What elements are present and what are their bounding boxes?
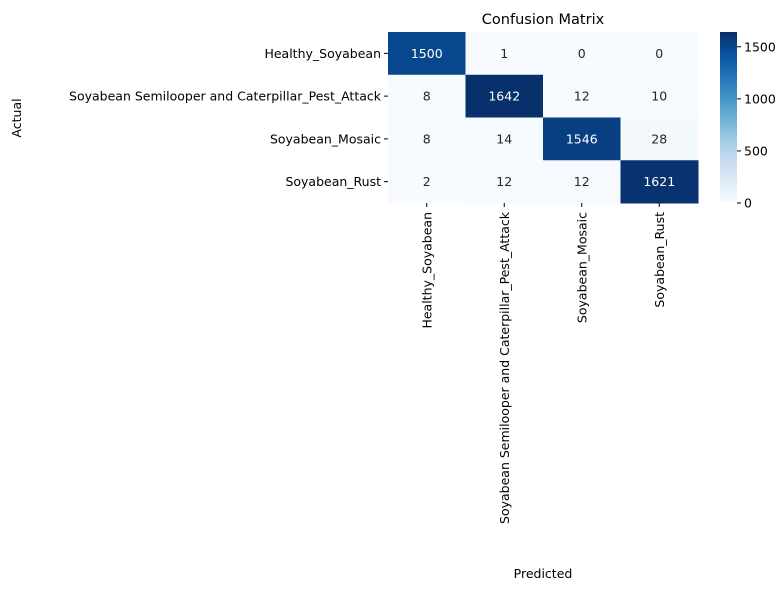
heatmap-cell <box>388 32 466 76</box>
cell-value-label: 28 <box>651 131 667 146</box>
cell-value-label: 12 <box>496 174 512 189</box>
cell-value-label: 1621 <box>643 174 675 189</box>
cell-value-label: 1642 <box>488 89 520 104</box>
cell-value-label: 2 <box>423 174 431 189</box>
heatmap-cell <box>465 160 544 204</box>
colorbar-tick-label: 1000 <box>744 91 776 106</box>
col-tick-label: Soyabean_Mosaic <box>574 212 589 323</box>
heatmap-cell <box>543 32 621 76</box>
cell-value-label: 1546 <box>566 131 598 146</box>
row-tick-label: Soyabean_Mosaic <box>270 131 381 146</box>
row-tick-labels: Healthy_Soyabean Soyabean Semilooper and … <box>69 46 388 189</box>
col-tick-labels: Healthy_Soyabean Soyabean Semilooper and … <box>419 203 667 524</box>
heatmap-cell <box>543 74 621 118</box>
cell-value-label: 14 <box>496 131 512 146</box>
colorbar <box>720 32 737 203</box>
cell-value-label: 1500 <box>411 46 443 61</box>
heatmap-cells: 1500 1 0 08 1642 12 108 14 1546 282 12 12 1621 <box>388 32 699 204</box>
row-tick-label: Soyabean_Rust <box>285 174 381 189</box>
heatmap-cell <box>465 32 544 76</box>
cell-value-label: 0 <box>578 46 586 61</box>
colorbar-tick-label: 0 <box>744 196 752 211</box>
cell-value-label: 12 <box>574 174 590 189</box>
cell-value-label: 10 <box>651 89 667 104</box>
heatmap-cell <box>620 160 699 204</box>
colorbar-ticks: 0 500 1000 1500 <box>737 39 776 211</box>
heatmap-cell <box>620 117 699 161</box>
cell-value-label: 12 <box>574 89 590 104</box>
chart-title: Confusion Matrix <box>482 12 605 28</box>
cell-value-label: 8 <box>423 89 431 104</box>
heatmap-cell <box>543 160 621 204</box>
heatmap-cell <box>388 160 466 204</box>
col-tick-label: Healthy_Soyabean <box>419 212 434 329</box>
heatmap-cell <box>388 117 466 161</box>
col-tick-label: Soyabean Semilooper and Caterpillar_Pest… <box>497 211 512 524</box>
cell-value-label: 0 <box>655 46 663 61</box>
heatmap-cell <box>620 74 699 118</box>
heatmap-cell <box>465 74 544 118</box>
row-tick-label: Soyabean Semilooper and Caterpillar_Pest… <box>69 89 382 104</box>
row-tick-label: Healthy_Soyabean <box>264 46 381 61</box>
cell-value-label: 8 <box>423 131 431 146</box>
heatmap-cell <box>465 117 544 161</box>
colorbar-tick-label: 1500 <box>744 39 776 54</box>
colorbar-tick-label: 500 <box>744 143 768 158</box>
heatmap-cell <box>543 117 621 161</box>
cell-value-label: 1 <box>500 46 508 61</box>
x-axis-label: Predicted <box>514 566 573 581</box>
heatmap-cell <box>388 74 466 118</box>
y-axis-label: Actual <box>9 98 24 137</box>
col-tick-label: Soyabean_Rust <box>652 212 667 308</box>
heatmap-cell <box>620 32 699 76</box>
